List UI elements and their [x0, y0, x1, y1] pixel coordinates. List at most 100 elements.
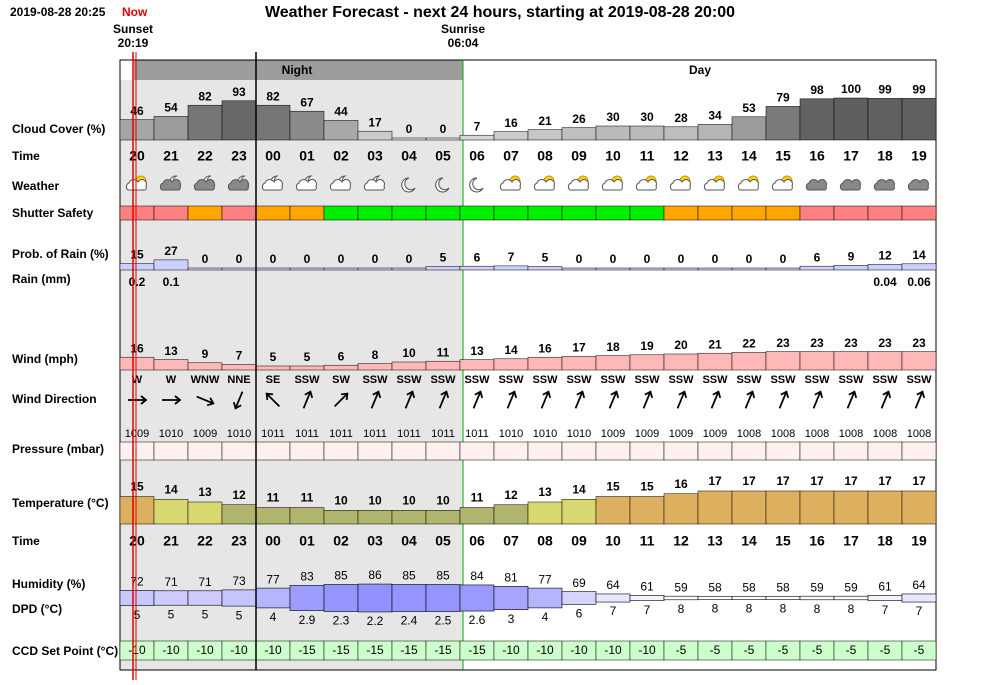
wind-direction: SSW	[498, 374, 524, 386]
pressure-cell	[527, 441, 563, 461]
wind-value: 10	[402, 346, 416, 360]
humidity-value: 86	[368, 568, 382, 582]
wind-value: 13	[164, 344, 178, 358]
hour: 23	[231, 533, 247, 549]
arrow-shaft	[472, 391, 482, 409]
wind-bar	[357, 363, 393, 371]
row-label: Cloud Cover (%)	[12, 122, 105, 136]
hour: 22	[197, 533, 213, 549]
wind-arrow	[744, 390, 756, 409]
cloud-bar	[595, 125, 631, 141]
humidity-value: 59	[844, 580, 858, 594]
wind-arrow	[128, 395, 148, 405]
day-label: Day	[689, 63, 711, 77]
arrow-head	[474, 390, 484, 399]
pressure-value: 1011	[431, 428, 455, 440]
cloud-value: 99	[912, 83, 926, 97]
shutter-cell	[425, 205, 461, 221]
humidity-value: 59	[810, 580, 824, 594]
arrow-head	[542, 390, 552, 399]
humidity-value: 58	[776, 581, 790, 595]
wind-value: 18	[606, 340, 620, 354]
pressure-value: 1010	[533, 428, 557, 440]
cloud-value: 93	[232, 85, 246, 99]
shutter-cell	[357, 205, 393, 221]
cloud-value: 79	[776, 91, 790, 105]
wind-bar	[289, 365, 325, 371]
arrow-head	[406, 390, 416, 399]
rain-prob-bar	[901, 263, 937, 271]
temperature-value: 15	[640, 480, 654, 494]
pressure-value: 1008	[907, 428, 931, 440]
cloud-value: 21	[538, 114, 552, 128]
rain-prob-value: 0	[678, 252, 685, 266]
wind-bar	[867, 351, 903, 371]
wind-arrow	[914, 390, 926, 409]
temperature-bar	[901, 490, 937, 525]
rain-prob-value: 0	[338, 252, 345, 266]
humidity-bar	[901, 593, 937, 603]
wind-arrow	[506, 390, 518, 409]
pressure-value: 1008	[873, 428, 897, 440]
sunset-time: 20:19	[118, 36, 149, 50]
rain-prob-bar	[459, 265, 495, 271]
wind-direction: SSW	[532, 374, 558, 386]
dpd-value: 5	[202, 607, 209, 621]
arrow-shaft	[265, 392, 281, 408]
wind-direction: SSW	[872, 374, 898, 386]
hour: 17	[843, 148, 859, 164]
dpd-value: 2.2	[367, 614, 384, 628]
row-label: Shutter Safety	[12, 206, 94, 220]
pressure-value: 1009	[601, 428, 625, 440]
arrow-shaft	[574, 391, 584, 409]
weather-icon	[469, 177, 484, 193]
ccd-value: -5	[778, 643, 789, 657]
pressure-cell	[187, 441, 223, 461]
cloud-bar	[867, 98, 903, 141]
rain-prob-bar	[799, 265, 835, 271]
hour: 23	[231, 148, 247, 164]
shutter-cell	[391, 205, 427, 221]
rain-prob-bar	[731, 267, 767, 271]
arrow-head	[508, 390, 518, 399]
hour: 00	[265, 533, 281, 549]
cloud-bar	[119, 119, 155, 141]
dpd-value: 2.9	[299, 613, 316, 627]
dpd-value: 5	[168, 607, 175, 621]
shutter-cell	[323, 205, 359, 221]
shutter-cell	[697, 205, 733, 221]
dpd-value: 8	[746, 602, 753, 616]
ccd-value: -15	[366, 643, 384, 657]
arrow-shaft	[710, 391, 720, 409]
cloud	[261, 179, 283, 191]
cloud	[873, 179, 895, 191]
shutter-cell	[119, 205, 155, 221]
row-label: Prob. of Rain (%)	[12, 247, 109, 261]
weather-icon	[159, 175, 182, 191]
wind-arrow	[846, 390, 858, 409]
cloud	[363, 179, 385, 191]
weather-icon	[737, 175, 759, 191]
hour: 11	[640, 148, 655, 164]
shutter-cell	[663, 205, 699, 221]
humidity-bar	[833, 595, 869, 601]
arrow-head	[882, 390, 892, 399]
hour: 13	[707, 148, 723, 164]
shutter-cell	[153, 205, 189, 221]
temperature-bar	[765, 490, 801, 525]
wind-direction: SSW	[906, 374, 932, 386]
arrow-shaft	[506, 391, 516, 409]
hour: 03	[367, 148, 383, 164]
weather-icon	[805, 179, 827, 191]
evening-header	[134, 60, 256, 80]
hour: 19	[911, 148, 927, 164]
weather-icon	[907, 179, 929, 191]
temperature-bar	[187, 501, 223, 525]
hour: 22	[197, 148, 213, 164]
wind-arrow	[778, 390, 790, 409]
wind-bar	[901, 351, 937, 371]
cloud-bar	[561, 127, 597, 141]
arrow-head	[848, 390, 858, 399]
weather-icon	[703, 175, 725, 191]
arrow-head	[174, 395, 182, 405]
